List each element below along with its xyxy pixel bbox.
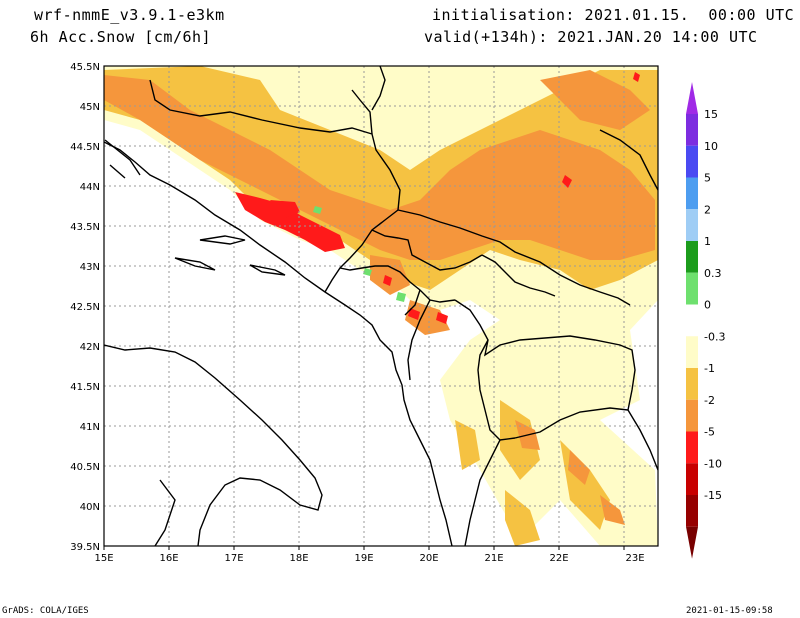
lon-label: 15E bbox=[94, 553, 113, 564]
lat-label: 41N bbox=[80, 422, 100, 433]
colorbar-swatch bbox=[686, 495, 698, 527]
colorbar-label: 2 bbox=[704, 203, 711, 216]
colorbar-label: 15 bbox=[704, 108, 718, 121]
colorbar-bottom-arrow bbox=[686, 526, 698, 559]
colorbar-top-arrow bbox=[686, 82, 698, 114]
lon-label: 17E bbox=[224, 553, 243, 564]
lon-label: 22E bbox=[549, 553, 568, 564]
colorbar-swatch bbox=[686, 114, 698, 146]
footer-timestamp: 2021-01-15-09:58 bbox=[686, 606, 773, 616]
lat-axis: 45.5N 45N 44.5N 44N 43.5N 43N 42.5N 42N … bbox=[70, 62, 100, 553]
lon-axis: 15E 16E 17E 18E 19E 20E 21E 22E 23E bbox=[94, 546, 645, 564]
lat-label: 44N bbox=[80, 182, 100, 193]
map-frame bbox=[103, 65, 659, 547]
lon-label: 21E bbox=[484, 553, 503, 564]
colorbar-swatch bbox=[686, 463, 698, 495]
colorbar-label: -1 bbox=[704, 362, 715, 375]
lon-label: 20E bbox=[419, 553, 438, 564]
colorbar-label: -2 bbox=[704, 394, 715, 407]
lat-label: 40.5N bbox=[70, 462, 100, 473]
colorbar-swatch bbox=[686, 304, 698, 337]
lat-label: 40N bbox=[80, 502, 100, 513]
lon-label: 19E bbox=[354, 553, 373, 564]
colorbar-swatch bbox=[686, 272, 698, 305]
colorbar-label: -5 bbox=[704, 426, 715, 439]
snow-field-green bbox=[313, 206, 406, 302]
lat-label: 41.5N bbox=[70, 382, 100, 393]
colorbar-swatch bbox=[686, 145, 698, 178]
model-title: wrf-nmmE_v3.9.1-e3km bbox=[34, 6, 225, 24]
footer-credit: GrADS: COLA/IGES bbox=[2, 606, 89, 616]
colorbar-label: -0.3 bbox=[704, 330, 725, 343]
colorbar-swatch bbox=[686, 368, 698, 400]
snow-field-red bbox=[235, 72, 640, 324]
lat-label: 42.5N bbox=[70, 302, 100, 313]
lon-label: 23E bbox=[625, 553, 644, 564]
colorbar-label: -10 bbox=[704, 457, 722, 470]
lat-label: 43.5N bbox=[70, 222, 100, 233]
lat-label: 42N bbox=[80, 342, 100, 353]
coastlines bbox=[104, 139, 453, 546]
init-time: initialisation: 2021.01.15. 00:00 UTC bbox=[432, 6, 795, 24]
lat-label: 44.5N bbox=[70, 142, 100, 153]
colorbar-label: 10 bbox=[704, 140, 718, 153]
country-borders bbox=[149, 66, 658, 546]
colorbar: 15 10 5 2 1 0.3 0 -0.3 -1 -2 -5 -10 -15 bbox=[686, 82, 725, 559]
colorbar-label: 5 bbox=[704, 172, 711, 185]
colorbar-swatch bbox=[686, 209, 698, 241]
lat-label: 43N bbox=[80, 262, 100, 273]
colorbar-swatch bbox=[686, 336, 698, 368]
lon-label: 16E bbox=[159, 553, 178, 564]
colorbar-label: 0.3 bbox=[704, 267, 722, 280]
colorbar-swatch bbox=[686, 431, 698, 464]
field-title: 6h Acc.Snow [cm/6h] bbox=[30, 28, 212, 46]
colorbar-label: -15 bbox=[704, 489, 722, 502]
colorbar-swatch bbox=[686, 241, 698, 273]
lat-label: 45N bbox=[80, 102, 100, 113]
colorbar-label: 0 bbox=[704, 299, 711, 312]
colorbar-label: 1 bbox=[704, 235, 711, 248]
lat-label: 39.5N bbox=[70, 542, 100, 553]
colorbar-swatch bbox=[686, 177, 698, 210]
valid-time: valid(+134h): 2021.JAN.20 14:00 UTC bbox=[424, 28, 758, 46]
colorbar-swatch bbox=[686, 399, 698, 432]
lat-label: 45.5N bbox=[70, 62, 100, 73]
lon-label: 18E bbox=[289, 553, 308, 564]
